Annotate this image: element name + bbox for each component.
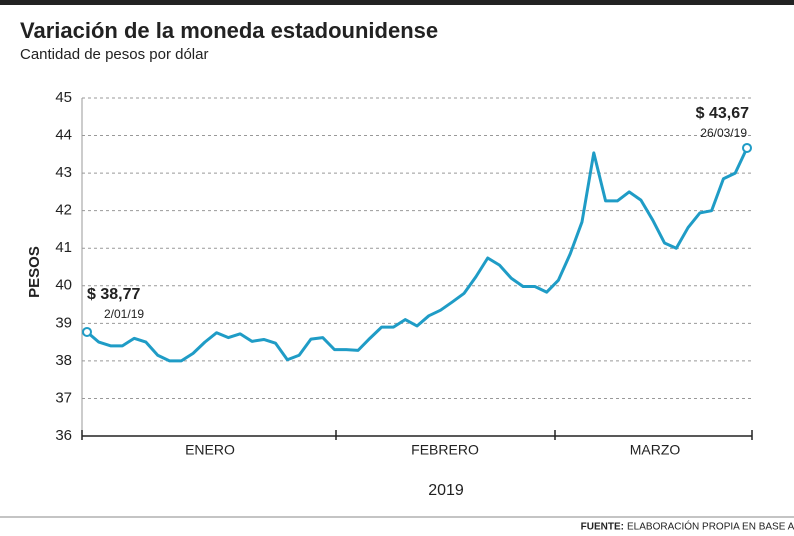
- y-tick-label: 40: [55, 277, 72, 294]
- annotation-value: $ 38,77: [87, 286, 140, 303]
- y-tick-label: 43: [55, 164, 72, 181]
- x-axis-label: 2019: [428, 482, 464, 499]
- annotation-value: $ 43,67: [696, 105, 749, 122]
- y-tick-label: 41: [55, 239, 72, 256]
- endpoint-marker: [82, 326, 92, 337]
- chart-title: Variación de la moneda estadounidense: [20, 18, 438, 43]
- endpoint-marker: [742, 142, 752, 153]
- annotation-date: 26/03/19: [700, 126, 747, 140]
- month-label: FEBRERO: [411, 442, 479, 458]
- y-tick-label: 45: [55, 89, 72, 106]
- source-label: FUENTE:: [581, 522, 624, 533]
- y-tick-label: 37: [55, 389, 72, 406]
- y-tick-label: 44: [55, 127, 72, 144]
- y-tick-label: 36: [55, 427, 72, 444]
- y-tick-label: 39: [55, 314, 72, 331]
- month-label: ENERO: [185, 442, 235, 458]
- chart-subtitle: Cantidad de pesos por dólar: [20, 46, 208, 63]
- source: ELABORACIÓN PROPIA EN BASE A DATOS DEL B…: [627, 520, 794, 533]
- annotation-date: 2/01/19: [104, 307, 144, 321]
- y-tick-label: 42: [55, 202, 72, 219]
- top-bar: [0, 0, 794, 5]
- y-axis-label: PESOS: [26, 246, 43, 298]
- y-tick-label: 38: [55, 352, 72, 369]
- line: [86, 147, 749, 363]
- month-label: MARZO: [630, 442, 681, 458]
